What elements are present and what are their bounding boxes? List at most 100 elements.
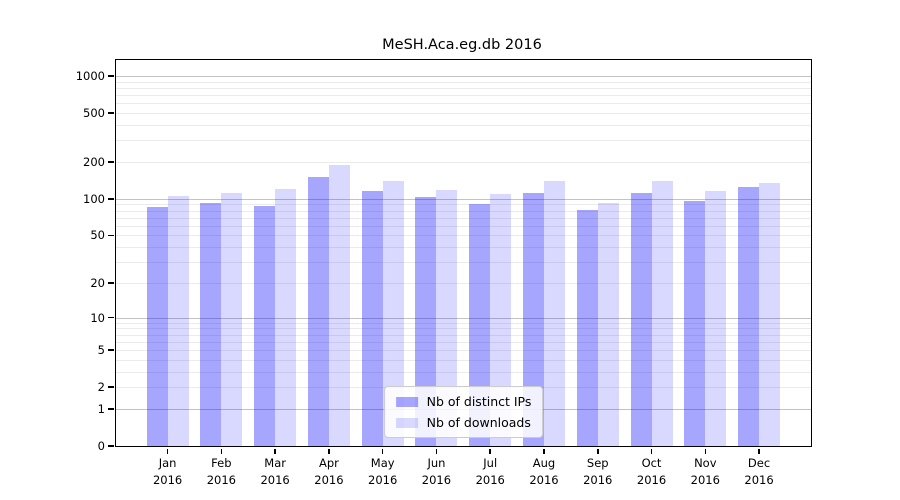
gridline-minor bbox=[116, 235, 811, 237]
gridline-minor bbox=[116, 262, 811, 264]
y-tick-mark bbox=[108, 161, 114, 163]
bar-downloads bbox=[597, 202, 619, 446]
bar-distinct-ips bbox=[630, 192, 652, 446]
x-tick-label: Jul 2016 bbox=[475, 456, 505, 488]
x-tick-mark bbox=[274, 448, 276, 454]
bar-downloads bbox=[705, 190, 727, 446]
gridline-minor bbox=[116, 247, 811, 249]
legend-item-distinct-ips: Nb of distinct IPs bbox=[395, 394, 532, 409]
y-tick-mark bbox=[108, 316, 114, 319]
bar-downloads bbox=[221, 192, 243, 446]
legend-item-downloads: Nb of downloads bbox=[395, 415, 532, 430]
gridline-minor bbox=[116, 341, 811, 343]
y-tick-mark bbox=[108, 445, 114, 447]
y-tick-label: 100 bbox=[83, 191, 105, 206]
bar-downloads bbox=[651, 180, 673, 446]
gridline-minor bbox=[116, 81, 811, 83]
x-tick-mark bbox=[166, 448, 169, 454]
bar-downloads bbox=[543, 180, 565, 446]
x-tick-label: Jan 2016 bbox=[152, 456, 183, 488]
gridline-major bbox=[116, 317, 811, 319]
y-tick-label: 200 bbox=[83, 154, 105, 169]
x-tick-label: Dec 2016 bbox=[744, 456, 774, 488]
bar-distinct-ips bbox=[522, 192, 544, 446]
x-tick-mark bbox=[328, 448, 330, 454]
y-tick-label: 50 bbox=[90, 228, 105, 243]
legend-label-downloads: Nb of downloads bbox=[426, 415, 531, 430]
gridline-minor bbox=[116, 334, 811, 336]
bar-distinct-ips bbox=[254, 205, 276, 446]
y-tick-mark bbox=[108, 386, 114, 388]
gridline-major bbox=[116, 76, 811, 77]
gridline-minor bbox=[116, 140, 811, 142]
bar-downloads bbox=[328, 165, 350, 446]
bar-distinct-ips bbox=[415, 197, 437, 446]
x-tick-label: Jun 2016 bbox=[421, 456, 452, 488]
chart-legend: Nb of distinct IPs Nb of downloads bbox=[383, 386, 544, 438]
y-tick-mark bbox=[108, 112, 114, 114]
gridline-major bbox=[116, 198, 811, 200]
x-tick-mark bbox=[489, 448, 491, 454]
y-tick-label: 500 bbox=[83, 106, 105, 121]
bar-distinct-ips bbox=[361, 190, 383, 446]
y-tick-label: 2 bbox=[97, 380, 105, 395]
bar-downloads bbox=[436, 189, 458, 446]
x-tick-label: Oct 2016 bbox=[636, 456, 667, 488]
bar-downloads bbox=[382, 181, 404, 446]
bar-downloads bbox=[759, 182, 781, 446]
x-tick-mark bbox=[220, 448, 223, 454]
gridline-minor bbox=[116, 87, 811, 89]
gridline-minor bbox=[116, 103, 811, 105]
legend-swatch-downloads bbox=[395, 417, 418, 428]
gridline-minor bbox=[116, 161, 811, 163]
y-tick-label: 20 bbox=[90, 275, 105, 290]
x-tick-label: Nov 2016 bbox=[690, 456, 720, 488]
y-tick-mark bbox=[108, 408, 114, 410]
x-tick-label: May 2016 bbox=[368, 456, 398, 488]
gridline-minor bbox=[116, 350, 811, 352]
gridline-minor bbox=[116, 113, 811, 115]
x-tick-mark bbox=[650, 448, 653, 454]
gridline-minor bbox=[116, 204, 811, 206]
gridline-minor bbox=[116, 225, 811, 227]
bar-distinct-ips bbox=[307, 177, 329, 446]
bar-distinct-ips bbox=[738, 186, 760, 446]
x-tick-label: Mar 2016 bbox=[260, 456, 290, 488]
bar-distinct-ips bbox=[146, 207, 168, 446]
gridline-minor bbox=[116, 328, 811, 330]
y-tick-label: 5 bbox=[97, 343, 105, 358]
gridline-minor bbox=[116, 371, 811, 373]
plot-area: Nb of distinct IPs Nb of downloads Jan 2… bbox=[76, 59, 812, 487]
x-tick-mark bbox=[543, 448, 545, 454]
x-tick-mark bbox=[704, 448, 707, 454]
gridline-minor bbox=[116, 359, 811, 361]
bar-distinct-ips bbox=[684, 201, 706, 446]
y-tick-mark bbox=[108, 349, 114, 351]
gridline-minor bbox=[116, 217, 811, 219]
gridline-minor bbox=[116, 210, 811, 212]
legend-label-distinct-ips: Nb of distinct IPs bbox=[426, 394, 532, 409]
y-tick-mark bbox=[108, 198, 114, 200]
y-tick-label: 10 bbox=[90, 310, 105, 325]
y-tick-label: 1 bbox=[97, 401, 105, 416]
x-tick-label: Feb 2016 bbox=[206, 456, 236, 488]
x-tick-mark bbox=[758, 448, 760, 454]
gridline-minor bbox=[116, 282, 811, 284]
y-tick-label: 0 bbox=[97, 439, 105, 453]
legend-swatch-distinct-ips bbox=[395, 396, 418, 407]
x-tick-mark bbox=[435, 448, 438, 454]
y-tick-mark bbox=[108, 282, 114, 284]
bar-distinct-ips bbox=[200, 202, 222, 446]
bar-distinct-ips bbox=[576, 209, 598, 446]
y-tick-mark bbox=[108, 75, 114, 77]
bar-downloads bbox=[490, 194, 512, 446]
gridline-minor bbox=[116, 322, 811, 324]
y-tick-label: 1000 bbox=[75, 69, 105, 83]
x-tick-mark bbox=[381, 448, 384, 454]
x-tick-label: Sep 2016 bbox=[583, 456, 613, 488]
gridline-minor bbox=[116, 95, 811, 97]
x-tick-label: Aug 2016 bbox=[529, 456, 559, 488]
gridline-minor bbox=[116, 124, 811, 126]
y-tick-mark bbox=[108, 234, 114, 237]
